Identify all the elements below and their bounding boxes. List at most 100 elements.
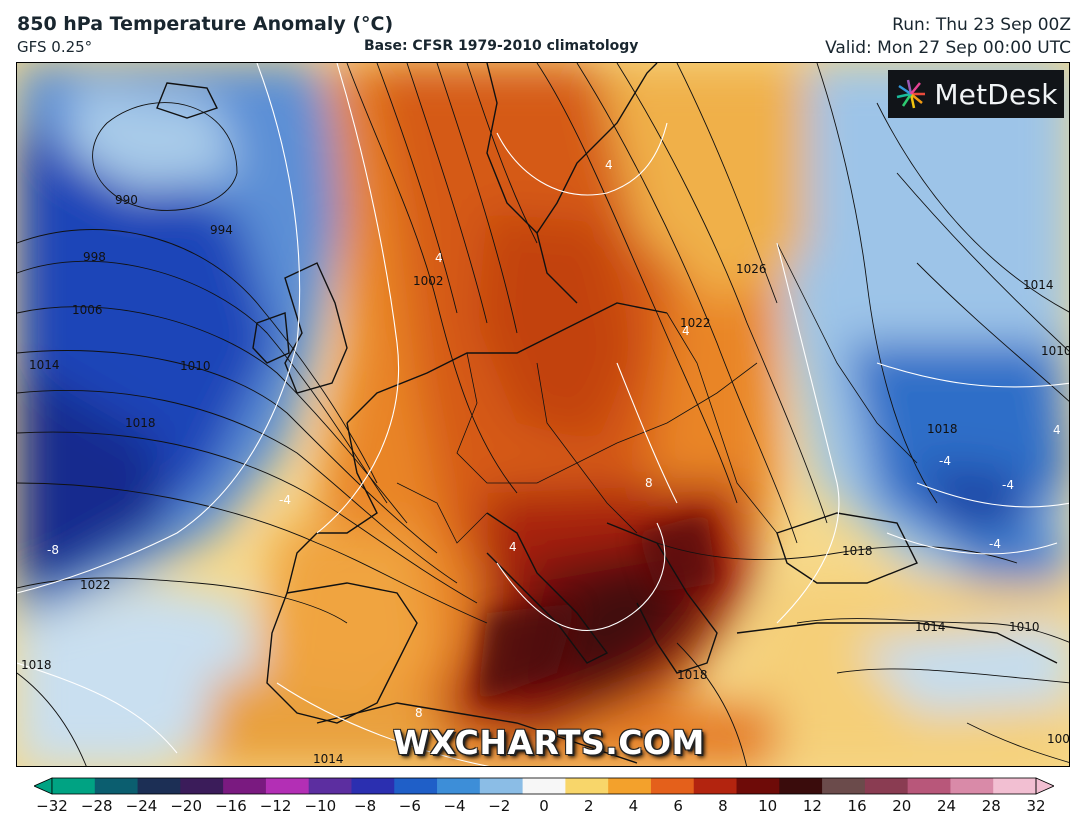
isobar-label: 1018 (21, 658, 52, 672)
scale-color-cell (308, 778, 352, 794)
scale-tick-label: −24 (125, 797, 158, 815)
anomaly-label: 4 (605, 158, 613, 172)
scale-color-cell (822, 778, 866, 794)
isobar-label: 990 (115, 193, 138, 207)
logo-text: MetDesk (934, 77, 1058, 111)
scale-color-cell (522, 778, 566, 794)
scale-color-cell (137, 778, 181, 794)
scale-tick-label: −16 (215, 797, 247, 815)
scale-color-cell (265, 778, 310, 794)
scale-tick-label: 16 (847, 797, 867, 815)
isobar-label: 1026 (736, 262, 767, 276)
scale-tick-label: 2 (583, 797, 594, 815)
isobar-label: 1014 (313, 752, 344, 766)
scale-color-cell (565, 778, 609, 794)
isobar-label: 1010 (1009, 620, 1040, 634)
valid-time-label: Valid: Mon 27 Sep 00:00 UTC (825, 38, 1071, 58)
scale-tick-label: 10 (758, 797, 778, 815)
scale-tick-label: 8 (718, 797, 728, 815)
anomaly-label: -4 (1002, 478, 1014, 492)
scale-tick-label: −32 (36, 797, 68, 815)
scale-tick-label: −2 (488, 797, 511, 815)
scale-color-cell (437, 778, 481, 794)
anomaly-label: 8 (645, 476, 653, 490)
anomaly-map: 990 994 998 1002 1006 1010 1014 1018 102… (16, 62, 1070, 767)
isobar-label: 1014 (1023, 278, 1054, 292)
scale-min-arrow (34, 777, 53, 795)
isobar-label: 1014 (915, 620, 946, 634)
run-time-label: Run: Thu 23 Sep 00Z (892, 15, 1071, 35)
isobar-label: 1022 (80, 578, 111, 592)
isobar-label: 1006 (72, 303, 103, 317)
model-label: GFS 0.25° (17, 38, 93, 56)
anomaly-label: 4 (682, 324, 690, 338)
scale-tick-label: −20 (170, 797, 202, 815)
scale-color-cell (608, 778, 652, 794)
anomaly-label: -4 (279, 493, 291, 507)
isobar-label: 1018 (125, 416, 156, 430)
scale-tick-label: 12 (802, 797, 822, 815)
isobar-label: 1014 (29, 358, 60, 372)
scale-color-cell (479, 778, 524, 794)
isobar-labels: 990 994 998 1002 1006 1010 1014 1018 102… (21, 193, 1070, 766)
isobars (17, 63, 1069, 766)
isobar-label: 998 (83, 250, 106, 264)
anomaly-label: -4 (939, 454, 951, 468)
scale-tick-label: −6 (398, 797, 421, 815)
scale-tick-label: −4 (443, 797, 466, 815)
scale-color-cell (693, 778, 738, 794)
scale-color-cell (52, 778, 96, 794)
anomaly-field (17, 63, 1069, 766)
color-scale-ticks: −32 −28 −24 −20 −16 −12 −10 −8 −6 −4 −2 0 2 4 6 8 10 12 16… (0, 797, 1088, 819)
scale-color-cell (736, 778, 780, 794)
anomaly-label: -8 (47, 543, 59, 557)
scale-color-cell (223, 778, 267, 794)
watermark: WXCHARTS.COM (393, 723, 705, 762)
scale-tick-label: −28 (80, 797, 113, 815)
metdesk-burst-icon (897, 79, 926, 109)
anomaly-label: 4 (1053, 423, 1061, 437)
scale-tick-label: −12 (259, 797, 292, 815)
isobar-label: 994 (210, 223, 233, 237)
scale-tick-label: 4 (628, 797, 639, 815)
scale-color-cell (180, 778, 224, 794)
scale-tick-label: 32 (1026, 797, 1046, 815)
scale-color-cell (94, 778, 139, 794)
anomaly-contours (17, 63, 1069, 766)
isobar-label: 1010 (180, 359, 211, 373)
scale-color-cell (394, 778, 438, 794)
scale-tick-label: 20 (892, 797, 912, 815)
scale-tick-label: −10 (304, 797, 337, 815)
scale-color-cell (907, 778, 951, 794)
scale-color-cell (950, 778, 994, 794)
scale-color-cell (864, 778, 909, 794)
metdesk-logo: MetDesk (888, 70, 1064, 118)
scale-max-arrow (1035, 777, 1054, 795)
isobar-label: 1006 (1047, 732, 1070, 746)
anomaly-labels: -8 -4 4 4 4 8 8 4 -4 -4 -4 4 (47, 158, 1061, 720)
scale-tick-label: 24 (936, 797, 957, 815)
color-scale-bar (34, 777, 1054, 795)
isobar-label: 1002 (413, 274, 444, 288)
anomaly-label: -4 (989, 537, 1001, 551)
scale-border (51, 777, 1037, 795)
isobar-label: 1018 (677, 668, 708, 682)
isobar-label: 1018 (927, 422, 958, 436)
map-canvas: 990 994 998 1002 1006 1010 1014 1018 102… (17, 63, 1070, 766)
isobar-label: 1018 (842, 544, 873, 558)
isobar-label: 1022 (680, 316, 711, 330)
anomaly-label: 4 (509, 540, 517, 554)
anomaly-label: 8 (415, 706, 423, 720)
scale-tick-label: −8 (354, 797, 377, 815)
scale-color-cell (650, 778, 695, 794)
scale-color-cell (351, 778, 395, 794)
scale-tick-label: 28 (981, 797, 1001, 815)
isobar-label: 1010 (1041, 344, 1070, 358)
coastlines (156, 63, 1058, 764)
scale-tick-label: 6 (673, 797, 683, 815)
scale-color-cell (779, 778, 823, 794)
scale-tick-label: 0 (539, 797, 549, 815)
scale-color-cell (993, 778, 1037, 794)
anomaly-label: 4 (435, 251, 443, 265)
climatology-base-label: Base: CFSR 1979-2010 climatology (364, 38, 639, 54)
